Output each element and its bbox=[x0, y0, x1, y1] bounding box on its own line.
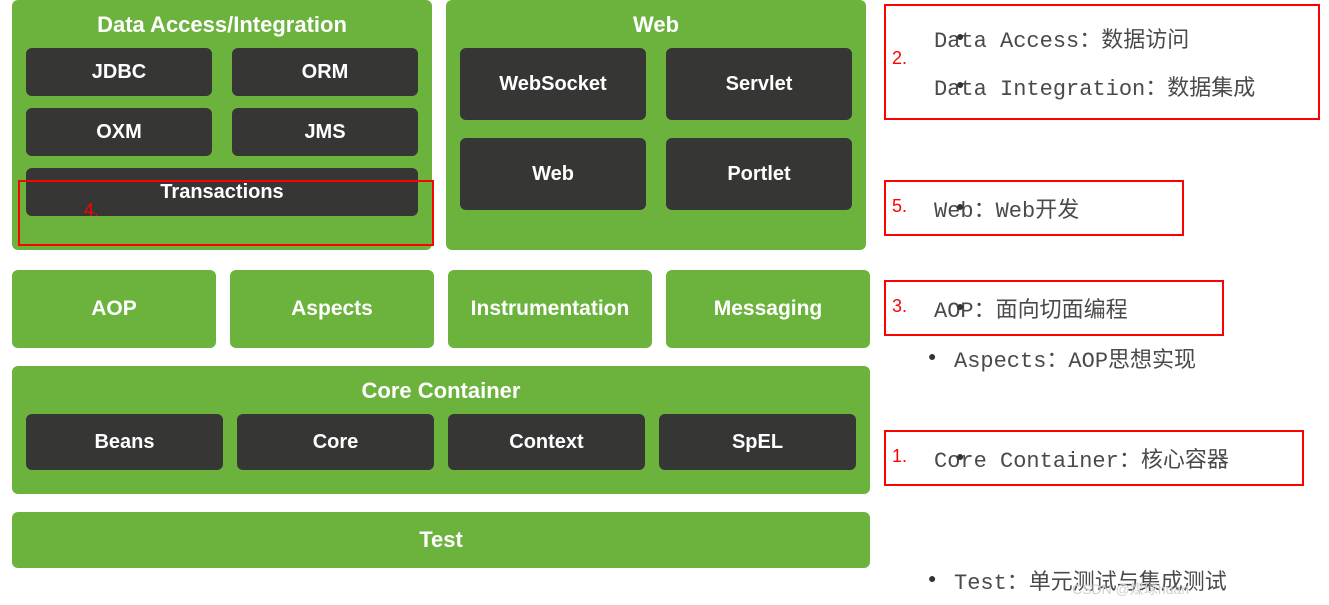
module-instrumentation: Instrumentation bbox=[448, 270, 652, 348]
core-container-panel: Core Container Beans Core Context SpEL bbox=[12, 366, 870, 494]
annotation-data-integration: Data Integration：数据集成 bbox=[934, 62, 1306, 110]
annotation-aop: AOP：面向切面编程 bbox=[934, 290, 1210, 326]
annotation-num-2: 2. bbox=[892, 48, 907, 69]
module-spel: SpEL bbox=[659, 414, 856, 470]
module-servlet: Servlet bbox=[666, 48, 852, 120]
module-context: Context bbox=[448, 414, 645, 470]
module-websocket: WebSocket bbox=[460, 48, 646, 120]
annotation-aspects: Aspects：AOP思想实现 bbox=[884, 338, 1196, 378]
watermark: CSDN @煤球huan bbox=[1072, 579, 1189, 599]
web-title: Web bbox=[460, 12, 852, 38]
module-aop: AOP bbox=[12, 270, 216, 348]
annotation-core-container: Core Container：核心容器 bbox=[934, 440, 1290, 476]
module-portlet: Portlet bbox=[666, 138, 852, 210]
spring-architecture-diagram: Data Access/Integration JDBC ORM OXM JMS… bbox=[12, 0, 870, 568]
module-jdbc: JDBC bbox=[26, 48, 212, 96]
annotation-num-3: 3. bbox=[892, 296, 907, 317]
annotation-num-1: 1. bbox=[892, 446, 907, 467]
annotation-data-access: Data Access：数据访问 bbox=[934, 14, 1306, 62]
module-jms: JMS bbox=[232, 108, 418, 156]
annotation-web: Web：Web开发 bbox=[934, 190, 1170, 226]
annotation-box-2: 2. Data Access：数据访问 Data Integration：数据集… bbox=[884, 4, 1320, 120]
core-title: Core Container bbox=[26, 378, 856, 404]
annotation-box-1: 1. Core Container：核心容器 bbox=[884, 430, 1304, 486]
data-access-title: Data Access/Integration bbox=[26, 12, 418, 38]
module-web: Web bbox=[460, 138, 646, 210]
web-panel: Web WebSocket Servlet Web Portlet bbox=[446, 0, 866, 250]
middle-row: AOP Aspects Instrumentation Messaging bbox=[12, 270, 870, 348]
module-orm: ORM bbox=[232, 48, 418, 96]
data-access-panel: Data Access/Integration JDBC ORM OXM JMS… bbox=[12, 0, 432, 250]
module-beans: Beans bbox=[26, 414, 223, 470]
module-aspects: Aspects bbox=[230, 270, 434, 348]
module-messaging: Messaging bbox=[666, 270, 870, 348]
module-core: Core bbox=[237, 414, 434, 470]
annotation-box-5: 5. Web：Web开发 bbox=[884, 180, 1184, 236]
test-panel: Test bbox=[12, 512, 870, 568]
red-num-4: 4. bbox=[84, 200, 99, 221]
module-oxm: OXM bbox=[26, 108, 212, 156]
annotation-num-5: 5. bbox=[892, 196, 907, 217]
annotation-box-3: 3. AOP：面向切面编程 bbox=[884, 280, 1224, 336]
